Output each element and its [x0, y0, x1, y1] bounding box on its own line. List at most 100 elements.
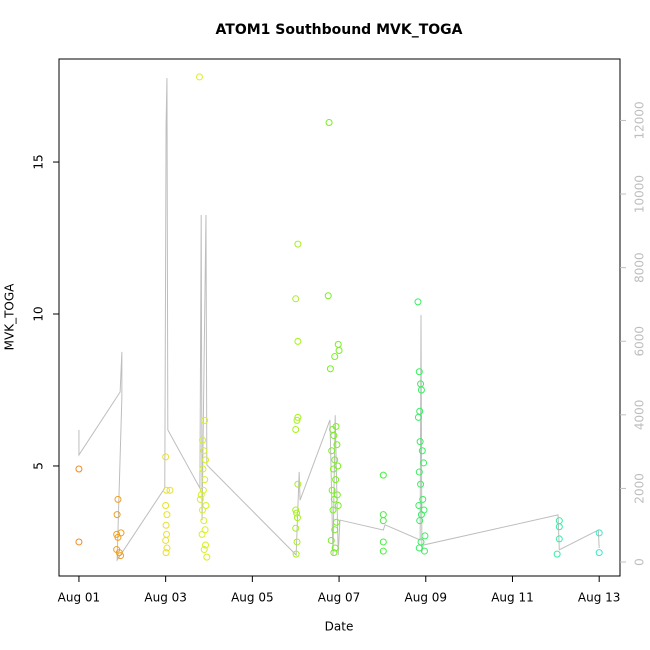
data-point — [196, 495, 204, 503]
data-point — [379, 517, 387, 525]
data-point — [75, 465, 83, 473]
data-point — [163, 544, 171, 552]
data-point — [329, 465, 337, 473]
data-point — [416, 438, 424, 446]
y2-tick-label: 10000 — [633, 175, 647, 213]
data-point — [553, 550, 561, 558]
data-point — [418, 447, 426, 455]
data-point — [293, 509, 301, 517]
y2-tick-label: 0 — [633, 558, 647, 566]
altitude-line — [78, 78, 600, 562]
data-point — [419, 495, 427, 503]
y2-tick-label: 8000 — [633, 252, 647, 283]
y-axis-label: MVK_TOGA — [3, 283, 17, 351]
data-point — [334, 340, 342, 348]
data-point — [201, 416, 209, 424]
data-point — [417, 511, 425, 519]
data-point — [199, 506, 207, 514]
data-point — [292, 550, 300, 558]
data-point — [331, 526, 339, 534]
y2-tick-label: 12000 — [633, 101, 647, 139]
data-point — [163, 486, 171, 494]
data-point — [117, 552, 125, 560]
x-tick-label: Aug 05 — [231, 591, 274, 605]
data-point — [292, 295, 300, 303]
data-point — [335, 346, 343, 354]
data-point — [203, 553, 211, 561]
chart-title: ATOM1 Southbound MVK_TOGA — [216, 22, 463, 38]
data-point — [332, 518, 340, 526]
data-point — [199, 465, 207, 473]
data-point — [379, 511, 387, 519]
data-point — [200, 517, 208, 525]
data-point — [294, 413, 302, 421]
data-point — [420, 547, 428, 555]
data-point — [163, 511, 171, 519]
data-point — [195, 73, 203, 81]
x-tick-label: Aug 11 — [491, 591, 534, 605]
data-point — [330, 495, 338, 503]
data-point — [555, 523, 563, 531]
y-tick-label: 5 — [32, 462, 46, 470]
data-point — [197, 491, 205, 499]
data-point — [330, 432, 338, 440]
data-point — [294, 337, 302, 345]
data-point — [117, 529, 125, 537]
data-point — [202, 501, 210, 509]
data-point — [162, 453, 170, 461]
x-tick-label: Aug 13 — [578, 591, 621, 605]
data-point — [379, 547, 387, 555]
data-point — [292, 506, 300, 514]
data-point — [200, 447, 208, 455]
data-point — [417, 386, 425, 394]
data-point — [163, 530, 171, 538]
data-point — [595, 529, 603, 537]
data-point — [162, 521, 170, 529]
data-point — [202, 456, 210, 464]
data-point — [595, 549, 603, 557]
data-point — [166, 486, 174, 494]
data-point — [414, 298, 422, 306]
data-point — [334, 462, 342, 470]
data-point — [333, 441, 341, 449]
data-point — [292, 524, 300, 532]
data-point — [379, 471, 387, 479]
data-point — [329, 506, 337, 514]
data-point — [420, 459, 428, 467]
y2-tick-label: 6000 — [633, 326, 647, 357]
x-tick-label: Aug 07 — [318, 591, 361, 605]
data-point — [332, 476, 340, 484]
x-axis-label: Date — [325, 620, 354, 634]
data-point — [331, 456, 339, 464]
data-point — [415, 468, 423, 476]
data-point — [199, 436, 207, 444]
x-tick-label: Aug 01 — [58, 591, 101, 605]
data-point — [162, 536, 170, 544]
data-point — [334, 501, 342, 509]
data-point — [294, 480, 302, 488]
data-point — [198, 530, 206, 538]
data-point — [416, 517, 424, 525]
data-point — [415, 501, 423, 509]
x-tick-label: Aug 03 — [144, 591, 187, 605]
data-point — [328, 486, 336, 494]
data-point — [331, 353, 339, 361]
data-point — [293, 416, 301, 424]
y-tick-label: 15 — [32, 154, 46, 169]
y2-tick-label: 4000 — [633, 400, 647, 431]
data-point — [417, 480, 425, 488]
data-point — [200, 546, 208, 554]
plot-frame — [58, 58, 621, 577]
data-point — [415, 544, 423, 552]
data-point — [328, 447, 336, 455]
data-point — [379, 538, 387, 546]
data-point — [327, 536, 335, 544]
data-point — [324, 292, 332, 300]
data-point — [414, 413, 422, 421]
data-point — [555, 517, 563, 525]
data-point — [202, 541, 210, 549]
data-point — [162, 501, 170, 509]
data-point — [415, 368, 423, 376]
